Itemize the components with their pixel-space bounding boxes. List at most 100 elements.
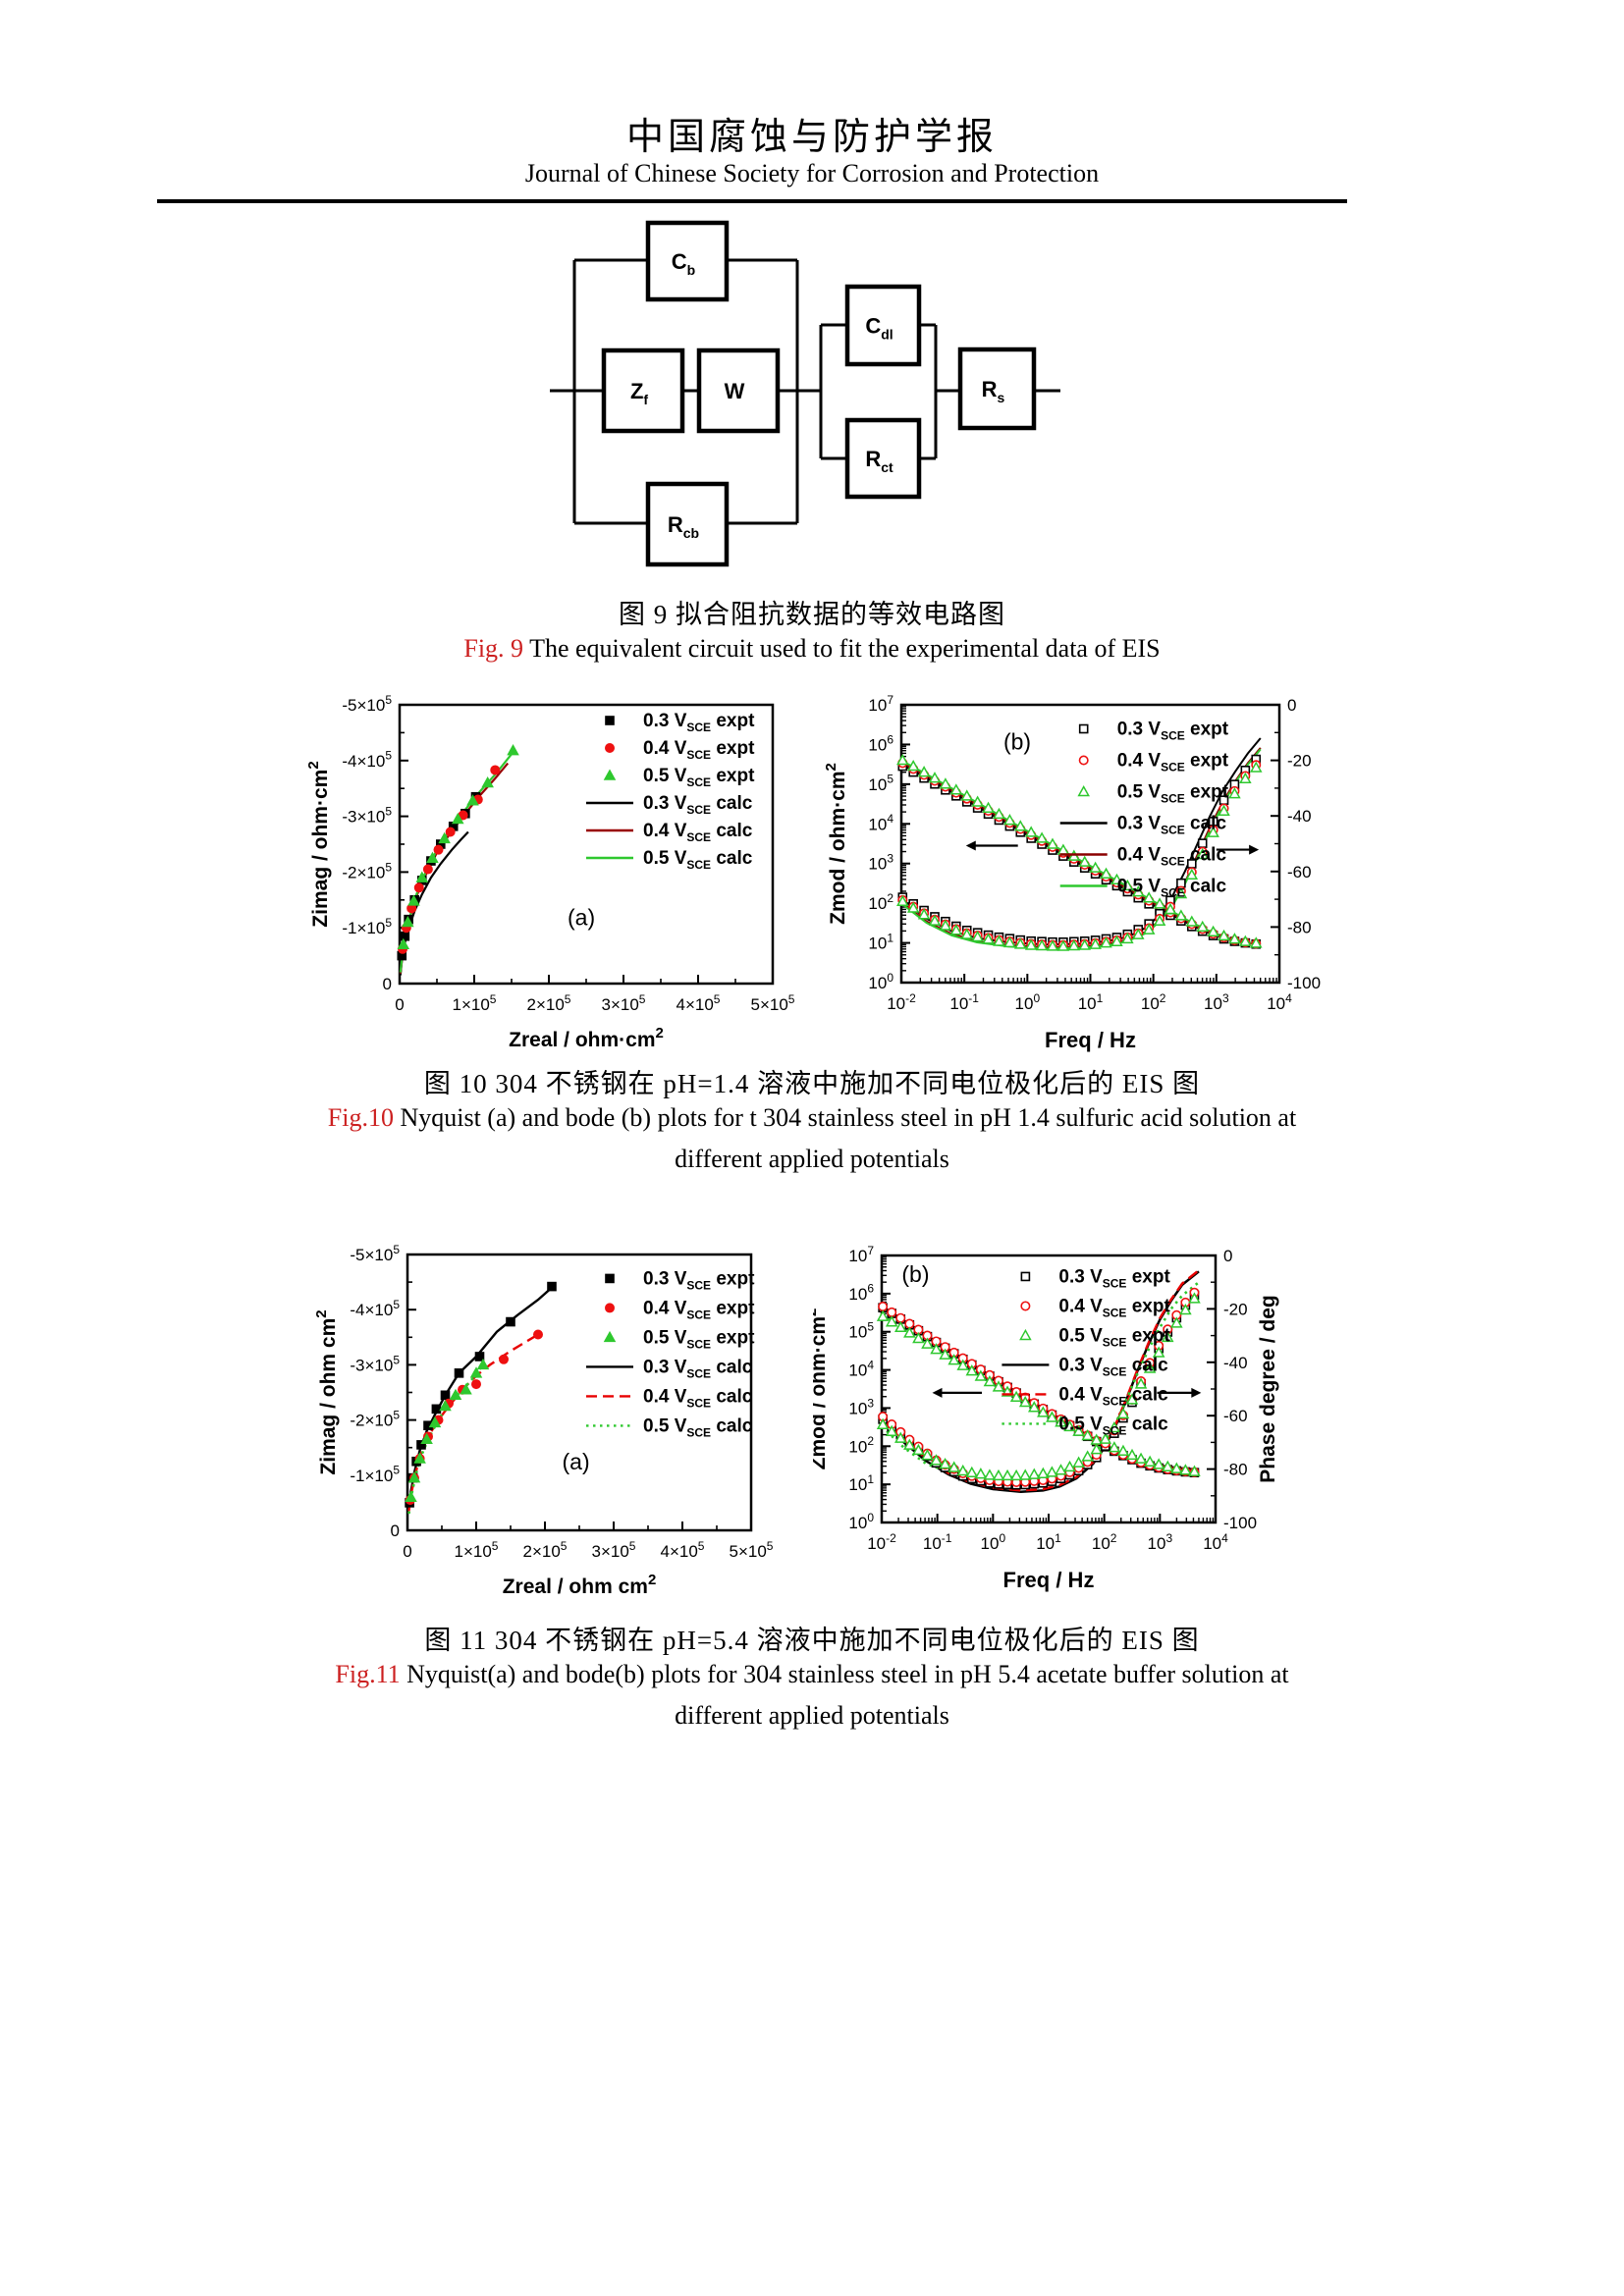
svg-text:(b): (b): [901, 1261, 929, 1287]
svg-text:Zimag / ohm cm2: Zimag / ohm cm2: [313, 1309, 340, 1474]
svg-text:0.4 VSCE expt: 0.4 VSCE expt: [1058, 1296, 1170, 1319]
svg-text:0: 0: [395, 995, 404, 1014]
svg-text:101: 101: [848, 1472, 874, 1494]
fig11-caption-en-line1: Fig.11 Nyquist(a) and bode(b) plots for …: [0, 1660, 1624, 1689]
svg-text:0.5 VSCE calc: 0.5 VSCE calc: [643, 1415, 753, 1439]
svg-text:-80: -80: [1287, 918, 1312, 936]
svg-text:0.5 VSCE expt: 0.5 VSCE expt: [1117, 781, 1229, 805]
fig10-bode-plot: 10-2 10-1 100 101 102 103 104 107 106 105 104 103 10…: [823, 693, 1321, 1052]
svg-text:103: 103: [868, 852, 893, 874]
svg-text:(b): (b): [1003, 728, 1031, 754]
svg-text:Zmod / ohm·cm2: Zmod / ohm·cm2: [823, 763, 849, 925]
svg-text:0.5 VSCE expt: 0.5 VSCE expt: [1058, 1325, 1170, 1349]
svg-text:3×105: 3×105: [602, 992, 646, 1014]
svg-text:10-2: 10-2: [887, 991, 916, 1013]
svg-text:0: 0: [403, 1542, 411, 1561]
svg-text:0.5 VSCE expt: 0.5 VSCE expt: [643, 1327, 755, 1351]
fig11-caption-zh: 图 11 304 不锈钢在 pH=5.4 溶液中施加不同电位极化后的 EIS 图: [424, 1626, 1200, 1655]
svg-text:Zmod / ohm·cm2: Zmod / ohm·cm2: [813, 1308, 830, 1470]
svg-text:-1×105: -1×105: [350, 1464, 400, 1485]
svg-text:Zimag / ohm·cm2: Zimag / ohm·cm2: [305, 761, 332, 927]
svg-text:105: 105: [848, 1320, 874, 1342]
svg-text:0.3 VSCE calc: 0.3 VSCE calc: [1058, 1355, 1168, 1378]
svg-text:0: 0: [1287, 696, 1296, 715]
svg-text:-20: -20: [1223, 1300, 1248, 1318]
svg-text:2×105: 2×105: [527, 992, 571, 1014]
svg-text:-60: -60: [1287, 863, 1312, 881]
svg-text:106: 106: [868, 732, 893, 754]
svg-text:0.3 VSCE expt: 0.3 VSCE expt: [643, 1268, 755, 1292]
svg-text:-100: -100: [1223, 1514, 1257, 1532]
svg-text:-60: -60: [1223, 1407, 1248, 1425]
svg-text:-3×105: -3×105: [342, 804, 392, 826]
svg-text:100: 100: [848, 1511, 874, 1532]
svg-text:105: 105: [868, 773, 893, 794]
svg-text:Cdl: Cdl: [865, 314, 893, 343]
fig11-label: Fig.11: [335, 1660, 401, 1688]
svg-text:101: 101: [1078, 991, 1104, 1013]
svg-text:-2×105: -2×105: [350, 1408, 400, 1429]
svg-text:0.4 VSCE expt: 0.4 VSCE expt: [643, 738, 755, 762]
svg-text:107: 107: [868, 693, 893, 715]
svg-text:102: 102: [1092, 1531, 1117, 1553]
svg-text:Rct: Rct: [865, 447, 893, 475]
fig11-caption-en-line2: different applied potentials: [675, 1701, 949, 1730]
fig10-caption-zh: 图 10 304 不锈钢在 pH=1.4 溶液中施加不同电位极化后的 EIS 图: [423, 1069, 1201, 1098]
svg-text:0.4 VSCE calc: 0.4 VSCE calc: [643, 821, 753, 844]
svg-text:104: 104: [868, 812, 893, 833]
svg-text:-2×105: -2×105: [342, 860, 392, 881]
header-rule: [157, 199, 1347, 203]
journal-title-zh: 中国腐蚀与防护学报: [625, 117, 998, 158]
svg-text:-5×105: -5×105: [350, 1243, 400, 1264]
svg-text:103: 103: [1204, 991, 1229, 1013]
fig10-caption-en-line2: different applied potentials: [675, 1145, 949, 1173]
svg-text:3×105: 3×105: [592, 1539, 636, 1561]
svg-text:107: 107: [848, 1244, 874, 1265]
svg-text:-5×105: -5×105: [342, 693, 392, 715]
svg-text:104: 104: [848, 1358, 874, 1379]
svg-text:-4×105: -4×105: [350, 1298, 400, 1319]
svg-text:0.3 VSCE calc: 0.3 VSCE calc: [643, 793, 753, 817]
svg-text:1×105: 1×105: [455, 1539, 499, 1561]
svg-text:(a): (a): [563, 1449, 590, 1474]
svg-text:-40: -40: [1287, 807, 1312, 826]
svg-text:102: 102: [848, 1434, 874, 1456]
svg-text:Zreal / ohm·cm2: Zreal / ohm·cm2: [509, 1025, 664, 1051]
svg-text:103: 103: [1148, 1531, 1173, 1553]
svg-text:101: 101: [868, 931, 893, 952]
fig9-caption-en: Fig. 9 The equivalent circuit used to fi…: [0, 634, 1624, 664]
svg-text:-40: -40: [1223, 1354, 1248, 1372]
svg-text:104: 104: [1267, 991, 1292, 1013]
svg-text:0.4 VSCE expt: 0.4 VSCE expt: [643, 1298, 755, 1321]
svg-text:102: 102: [1141, 991, 1166, 1013]
svg-text:0.3 VSCE expt: 0.3 VSCE expt: [1058, 1266, 1170, 1290]
svg-text:0.4 VSCE expt: 0.4 VSCE expt: [1117, 750, 1229, 774]
svg-text:103: 103: [848, 1396, 874, 1417]
fig10-caption-en-line1: Fig.10 Nyquist (a) and bode (b) plots fo…: [0, 1103, 1624, 1133]
svg-text:0: 0: [391, 1522, 400, 1540]
svg-text:100: 100: [981, 1531, 1006, 1553]
svg-text:5×105: 5×105: [730, 1539, 774, 1561]
svg-text:0.5 VSCE expt: 0.5 VSCE expt: [643, 766, 755, 789]
svg-text:-20: -20: [1287, 752, 1312, 771]
svg-text:2×105: 2×105: [523, 1539, 568, 1561]
svg-text:4×105: 4×105: [661, 1539, 705, 1561]
svg-text:Cb: Cb: [672, 249, 695, 278]
svg-text:Freq / Hz: Freq / Hz: [1045, 1028, 1136, 1052]
svg-text:Rs: Rs: [982, 377, 1005, 405]
svg-text:0.3 VSCE calc: 0.3 VSCE calc: [643, 1357, 753, 1380]
fig9-label: Fig. 9: [463, 634, 524, 663]
svg-text:104: 104: [1203, 1531, 1228, 1553]
svg-text:0.3 VSCE expt: 0.3 VSCE expt: [643, 711, 755, 734]
journal-title-en: Journal of Chinese Society for Corrosion…: [524, 159, 1100, 187]
svg-text:0.4 VSCE calc: 0.4 VSCE calc: [1117, 844, 1227, 868]
svg-text:10-1: 10-1: [949, 991, 979, 1013]
svg-text:Zreal / ohm cm2: Zreal / ohm cm2: [503, 1572, 657, 1598]
svg-text:(a): (a): [568, 904, 595, 930]
svg-text:0.4 VSCE calc: 0.4 VSCE calc: [643, 1386, 753, 1410]
svg-text:0: 0: [1223, 1247, 1232, 1265]
svg-text:4×105: 4×105: [677, 992, 721, 1014]
svg-text:0.5 VSCE calc: 0.5 VSCE calc: [1117, 876, 1227, 899]
equivalent-circuit-diagram: Cb Zf W Rcb Cdl Rct Rs: [550, 220, 1060, 567]
